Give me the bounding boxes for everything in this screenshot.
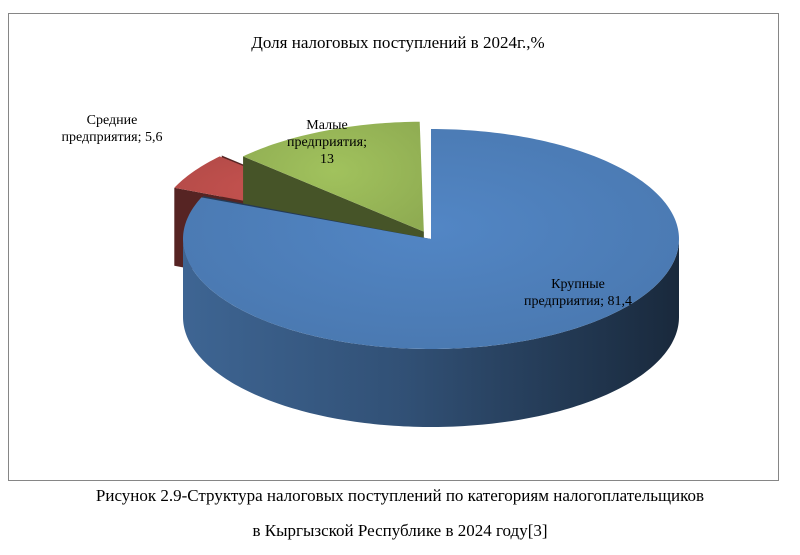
slice-labels: Крупные предприятия; 81,4 Средние предприят… xyxy=(61,113,632,309)
figure-caption-line-2: в Кыргызской Республике в 2024 году[3] xyxy=(252,521,548,540)
chart-frame: Доля налоговых поступлений в 2024г.,% Кр… xyxy=(8,13,779,481)
slice-top xyxy=(243,121,424,232)
figure-caption-line-1: Рисунок 2.9-Структура налоговых поступле… xyxy=(95,486,705,505)
slice-label: Средние предприятия; 5,6 xyxy=(61,113,162,145)
pie-slice xyxy=(183,129,679,427)
slice-label: Малые предприятия; 13 xyxy=(287,118,367,167)
slice-top xyxy=(183,129,679,349)
slice-side xyxy=(183,239,679,427)
pie-slices xyxy=(174,121,679,427)
chart-title: Доля налоговых поступлений в 2024г.,% xyxy=(251,33,544,52)
pie-chart: Доля налоговых поступлений в 2024г.,% Кр… xyxy=(8,13,779,481)
slice-label: Крупные предприятия; 81,4 xyxy=(524,277,632,309)
